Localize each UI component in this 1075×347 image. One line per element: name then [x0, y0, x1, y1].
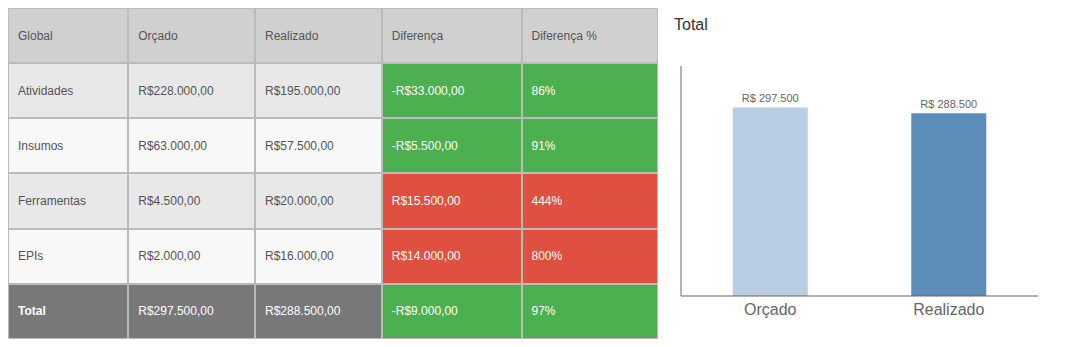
svg-text:Realizado: Realizado: [913, 301, 984, 318]
svg-text:Orçado: Orçado: [744, 301, 797, 318]
svg-text:R$ 297.500: R$ 297.500: [742, 92, 799, 104]
html-text:-R$5.500,00: -R$5.500,00: [391, 138, 458, 153]
html-text:97%: 97%: [531, 304, 556, 319]
html-text:R$195.000,00: R$195.000,00: [265, 83, 341, 98]
html-text:Realizado: Realizado: [265, 28, 319, 43]
html-text:Insumos: Insumos: [18, 138, 64, 153]
html-text:R$297.500,00: R$297.500,00: [138, 304, 214, 319]
html-text:R$16.000,00: R$16.000,00: [265, 249, 334, 264]
html-text:R$2.000,00: R$2.000,00: [138, 249, 201, 264]
html-text:444%: 444%: [531, 194, 563, 208]
svg-text:R$ 288.500: R$ 288.500: [920, 98, 977, 110]
html-text:Atividades: Atividades: [18, 83, 74, 98]
html-text:R$288.500,00: R$288.500,00: [265, 304, 341, 319]
html-text:Orçado: Orçado: [138, 28, 178, 43]
html-text:R$14.000,00: R$14.000,00: [391, 249, 461, 264]
html-text:Diferença %: Diferença %: [531, 28, 597, 43]
html-text:91%: 91%: [531, 138, 556, 153]
html-text:R$63.000,00: R$63.000,00: [138, 138, 207, 153]
html-text:86%: 86%: [531, 83, 556, 98]
html-text:Ferramentas: Ferramentas: [18, 194, 86, 208]
html-text:800%: 800%: [531, 249, 563, 264]
html-text:-R$33.000,00: -R$33.000,00: [391, 83, 465, 98]
html-text:EPIs: EPIs: [18, 249, 44, 264]
html-text:Total: Total: [674, 16, 708, 33]
html-text:R$228.000,00: R$228.000,00: [138, 83, 214, 98]
html-text:Total: Total: [18, 304, 46, 319]
html-text:R$15.500,00: R$15.500,00: [391, 194, 461, 208]
html-text:Diferença: Diferença: [391, 28, 444, 43]
html-text:Global: Global: [18, 28, 53, 43]
html-text:R$57.500,00: R$57.500,00: [265, 138, 334, 153]
html-text:R$4.500,00: R$4.500,00: [138, 194, 201, 208]
html-text:R$20.000,00: R$20.000,00: [265, 194, 334, 208]
html-text:-R$9.000,00: -R$9.000,00: [391, 304, 458, 319]
